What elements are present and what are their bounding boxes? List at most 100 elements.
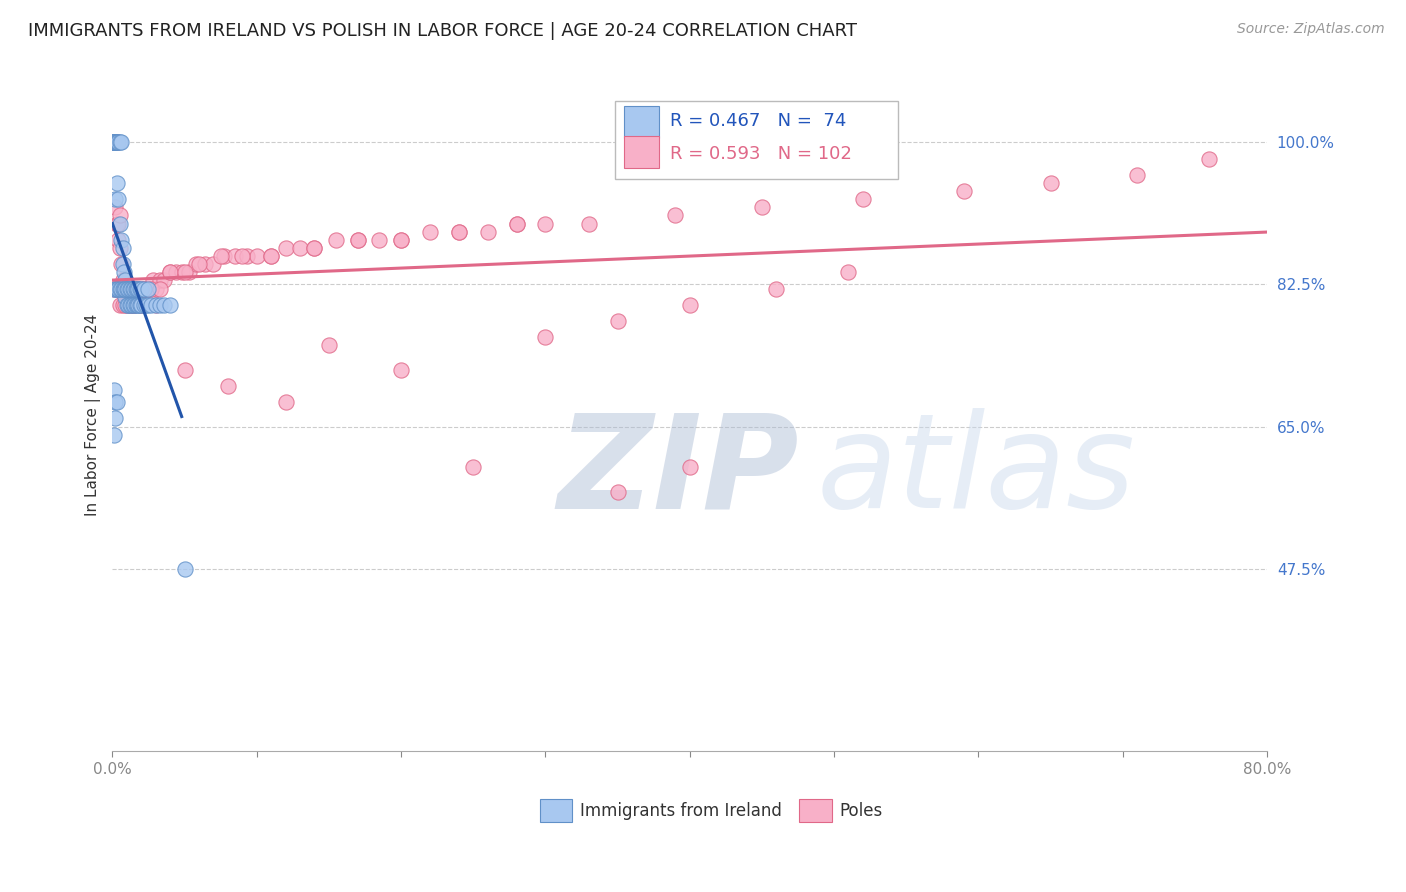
Point: [153, 273, 176, 287]
Point: [103, 136, 125, 150]
Point: [105, 136, 128, 150]
Point: [184, 257, 207, 271]
Point: [129, 281, 152, 295]
Point: [765, 281, 787, 295]
Point: [117, 290, 139, 304]
Point: [149, 298, 172, 312]
Point: [103, 383, 125, 397]
Point: [346, 233, 368, 247]
Point: [419, 225, 441, 239]
Point: [104, 136, 127, 150]
Point: [108, 281, 131, 295]
Point: [145, 281, 167, 295]
Point: [112, 281, 135, 295]
Point: [139, 281, 162, 295]
Point: [115, 281, 138, 295]
Point: [125, 290, 148, 304]
Point: [105, 395, 128, 409]
FancyBboxPatch shape: [614, 101, 897, 178]
Point: [114, 273, 136, 287]
Point: [138, 298, 160, 312]
Point: [304, 241, 326, 255]
Point: [368, 233, 391, 247]
Point: [149, 273, 172, 287]
Point: [145, 298, 167, 312]
Point: [224, 249, 246, 263]
Point: [129, 298, 152, 312]
Point: [107, 217, 129, 231]
Point: [104, 136, 127, 150]
Point: [121, 298, 143, 312]
Point: [274, 395, 297, 409]
Point: [134, 281, 156, 295]
Point: [389, 233, 412, 247]
Point: [110, 136, 132, 150]
Point: [110, 233, 132, 247]
Point: [127, 281, 149, 295]
Point: [127, 281, 149, 295]
Point: [679, 460, 702, 475]
Point: [128, 281, 150, 295]
Point: [110, 257, 132, 271]
Point: [173, 562, 195, 576]
Point: [115, 281, 138, 295]
Point: [103, 281, 125, 295]
Point: [170, 265, 193, 279]
Point: [194, 257, 217, 271]
Point: [104, 192, 127, 206]
Point: [111, 241, 134, 255]
Point: [103, 136, 125, 150]
Point: [159, 265, 181, 279]
Point: [120, 298, 142, 312]
Point: [118, 281, 141, 295]
Point: [138, 281, 160, 295]
Text: ZIP: ZIP: [557, 409, 799, 535]
Point: [235, 249, 257, 263]
Point: [173, 265, 195, 279]
Text: Poles: Poles: [839, 802, 883, 820]
Point: [127, 298, 149, 312]
Point: [104, 136, 127, 150]
Point: [110, 281, 132, 295]
Point: [108, 241, 131, 255]
Point: [104, 281, 127, 295]
Point: [121, 298, 143, 312]
Point: [111, 257, 134, 271]
Point: [274, 241, 297, 255]
Point: [103, 136, 125, 150]
Point: [145, 298, 167, 312]
Point: [107, 136, 129, 150]
Point: [118, 281, 141, 295]
Point: [105, 217, 128, 231]
Point: [505, 217, 527, 231]
Point: [606, 314, 628, 328]
Point: [304, 241, 326, 255]
Point: [114, 290, 136, 304]
Point: [103, 136, 125, 150]
Text: R = 0.467   N =  74: R = 0.467 N = 74: [671, 112, 846, 130]
Point: [104, 200, 127, 214]
Point: [111, 273, 134, 287]
Point: [118, 298, 141, 312]
Point: [114, 281, 136, 295]
Point: [127, 281, 149, 295]
Point: [477, 225, 499, 239]
Point: [112, 265, 135, 279]
Point: [117, 298, 139, 312]
Point: [107, 281, 129, 295]
Point: [534, 217, 557, 231]
Point: [104, 395, 127, 409]
Point: [173, 363, 195, 377]
Point: [112, 281, 135, 295]
Text: Source: ZipAtlas.com: Source: ZipAtlas.com: [1237, 22, 1385, 37]
Point: [115, 298, 138, 312]
Point: [260, 249, 283, 263]
FancyBboxPatch shape: [540, 799, 572, 822]
Point: [325, 233, 347, 247]
Point: [463, 460, 485, 475]
Point: [125, 298, 148, 312]
Point: [103, 136, 125, 150]
Point: [121, 281, 143, 295]
Point: [578, 217, 600, 231]
Point: [212, 249, 235, 263]
